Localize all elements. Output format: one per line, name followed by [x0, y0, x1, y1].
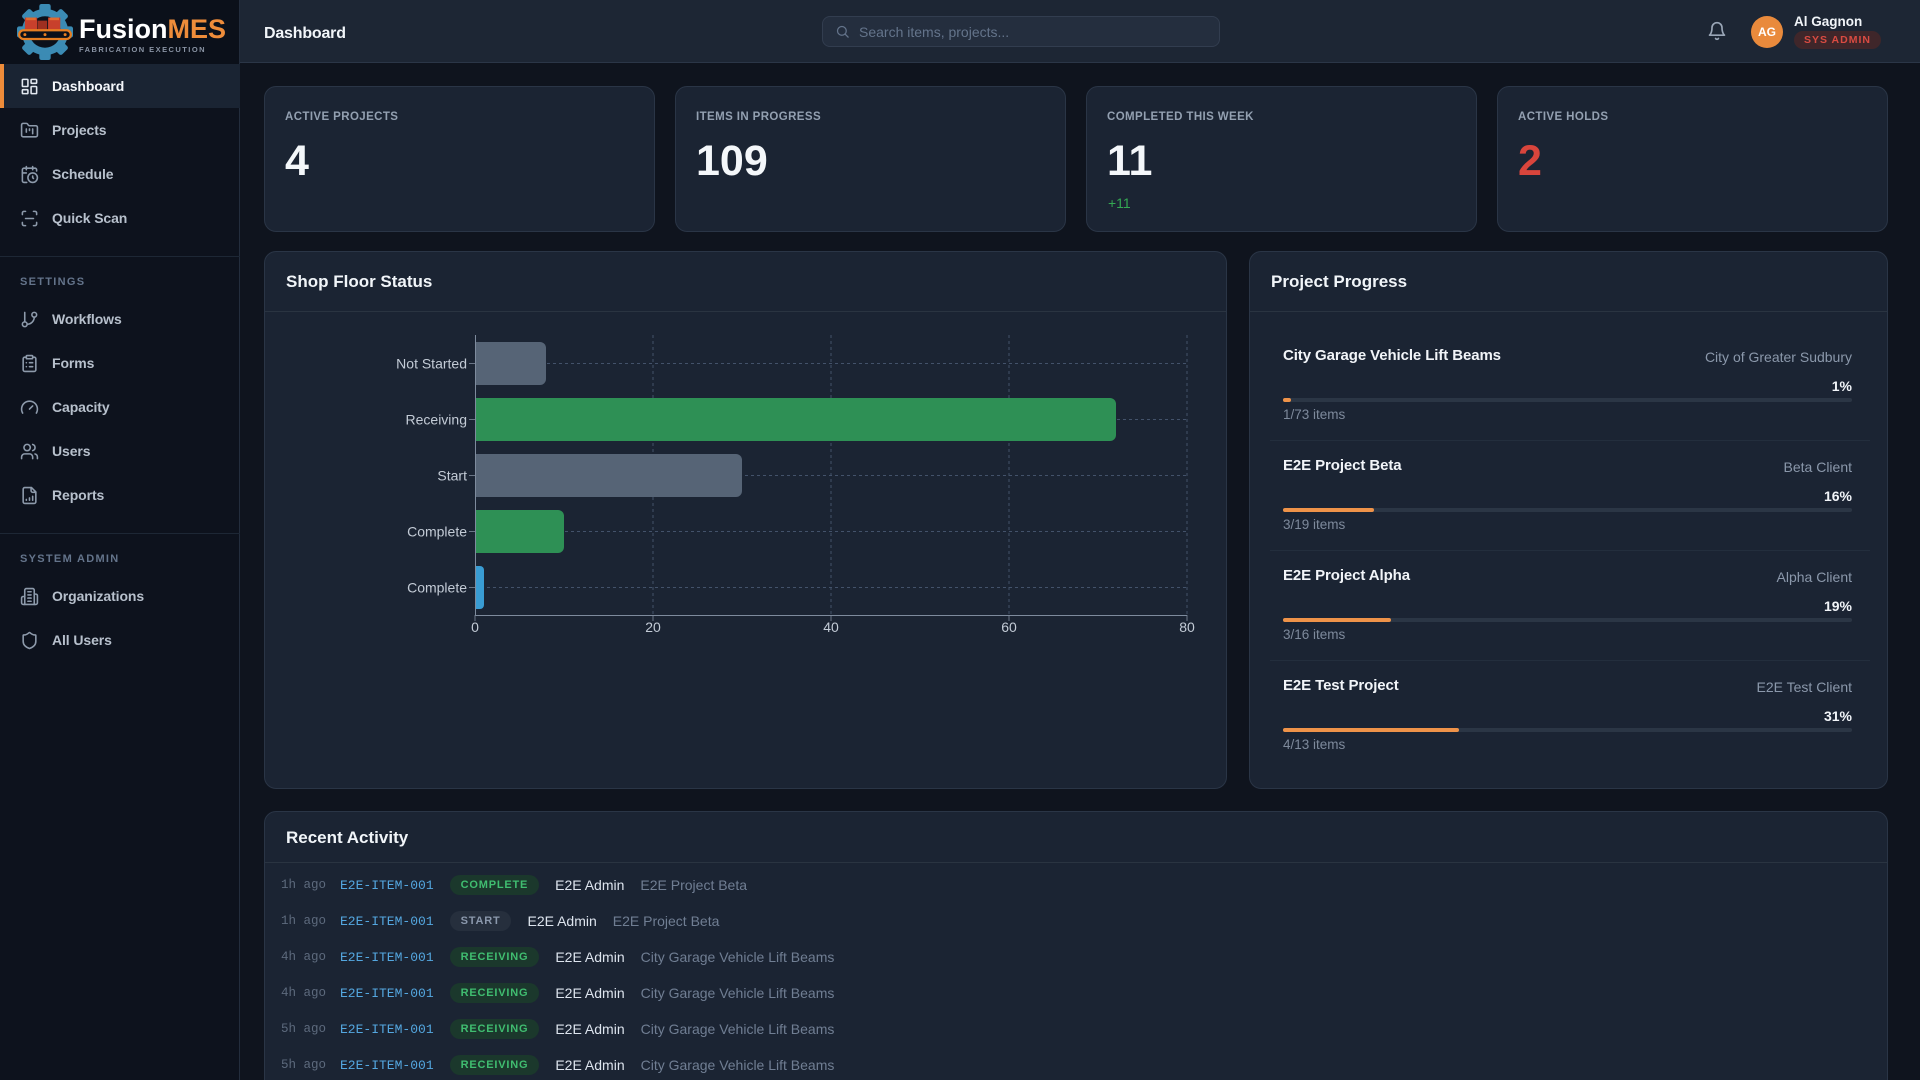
svg-text:0: 0 [471, 619, 479, 635]
svg-text:20: 20 [645, 619, 661, 635]
svg-text:Start: Start [437, 468, 467, 484]
svg-text:Receiving: Receiving [406, 412, 467, 428]
svg-text:60: 60 [1001, 619, 1017, 635]
svg-text:80: 80 [1179, 619, 1195, 635]
svg-text:40: 40 [823, 619, 839, 635]
svg-text:Complete: Complete [407, 580, 467, 596]
svg-text:Complete: Complete [407, 524, 467, 540]
svg-text:Not Started: Not Started [396, 356, 467, 372]
